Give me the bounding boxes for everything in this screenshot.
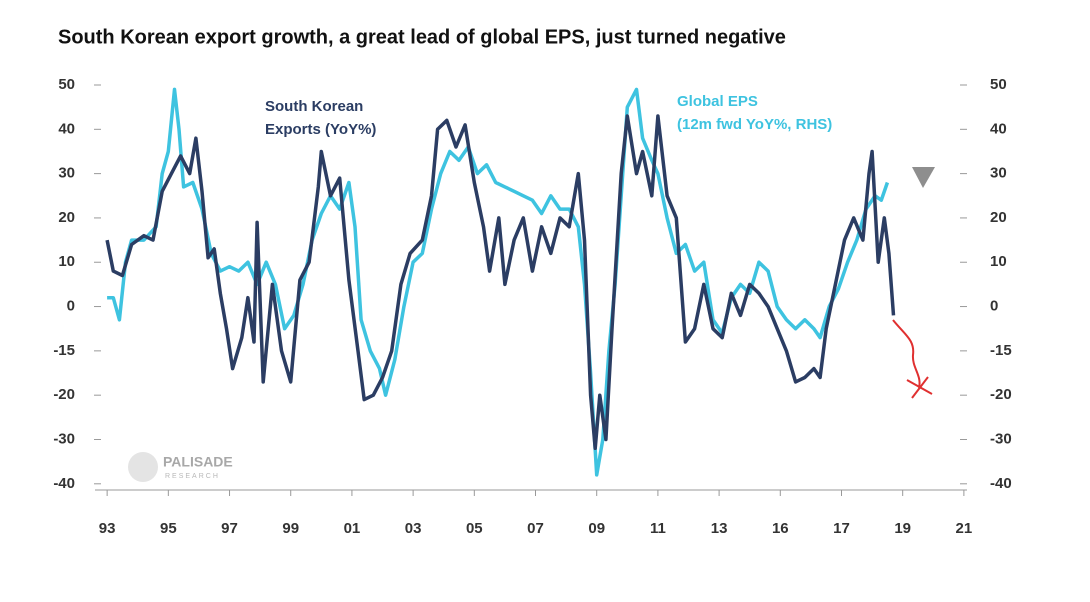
- series-label: Exports (YoY%): [265, 121, 376, 138]
- x-tick-label: 21: [956, 520, 973, 537]
- y2-tick-label: -20: [990, 386, 1012, 403]
- y-tick-label: -15: [53, 342, 75, 359]
- y-tick-label: 30: [58, 165, 75, 182]
- x-tick-label: 01: [344, 520, 361, 537]
- logo: PALISADE RESEARCH: [128, 452, 233, 482]
- x-tick-label: 07: [527, 520, 544, 537]
- x-tick-label: 09: [588, 520, 605, 537]
- x-tick-label: 16: [772, 520, 789, 537]
- y-tick-label: -20: [53, 386, 75, 403]
- x-tick-label: 99: [282, 520, 299, 537]
- x-tick-label: 03: [405, 520, 422, 537]
- direction-arrow: [912, 167, 935, 188]
- y2-tick-label: -40: [990, 475, 1012, 492]
- series-label: South Korean: [265, 98, 363, 115]
- x-tick-label: 11: [650, 520, 666, 537]
- logo-icon: [128, 452, 158, 482]
- y2-tick-label: -30: [990, 430, 1012, 447]
- y2-tick-label: 50: [990, 76, 1007, 93]
- y-tick-label: -30: [53, 430, 75, 447]
- y2-tick-label: 20: [990, 209, 1007, 226]
- x-tick-label: 93: [99, 520, 116, 537]
- chart-title: South Korean export growth, a great lead…: [58, 26, 786, 48]
- y2-tick-label: 0: [990, 298, 998, 315]
- y-tick-label: 10: [58, 253, 75, 270]
- x-tick-label: 17: [833, 520, 850, 537]
- logo-text: PALISADE: [163, 454, 233, 470]
- y2-tick-label: 30: [990, 165, 1007, 182]
- series-line: [107, 87, 890, 477]
- y-tick-label: -40: [53, 475, 75, 492]
- series-label: (12m fwd YoY%, RHS): [677, 116, 832, 133]
- y-tick-label: 20: [58, 209, 75, 226]
- y-tick-label: 50: [58, 76, 75, 93]
- y2-tick-label: -15: [990, 342, 1012, 359]
- y-tick-label: 40: [58, 120, 75, 137]
- series-line: [105, 114, 896, 451]
- x-tick-label: 05: [466, 520, 483, 537]
- logo-subtext: RESEARCH: [165, 473, 220, 480]
- x-tick-label: 19: [894, 520, 911, 537]
- x-tick-label: 97: [221, 520, 238, 537]
- series-label: Global EPS: [677, 93, 758, 110]
- y2-tick-label: 10: [990, 253, 1007, 270]
- y2-tick-label: 40: [990, 120, 1007, 137]
- forecast-mark: [906, 376, 933, 399]
- x-tick-label: 95: [160, 520, 177, 537]
- forecast-sketch: [892, 319, 921, 389]
- y-tick-label: 0: [67, 298, 75, 315]
- x-tick-label: 13: [711, 520, 728, 537]
